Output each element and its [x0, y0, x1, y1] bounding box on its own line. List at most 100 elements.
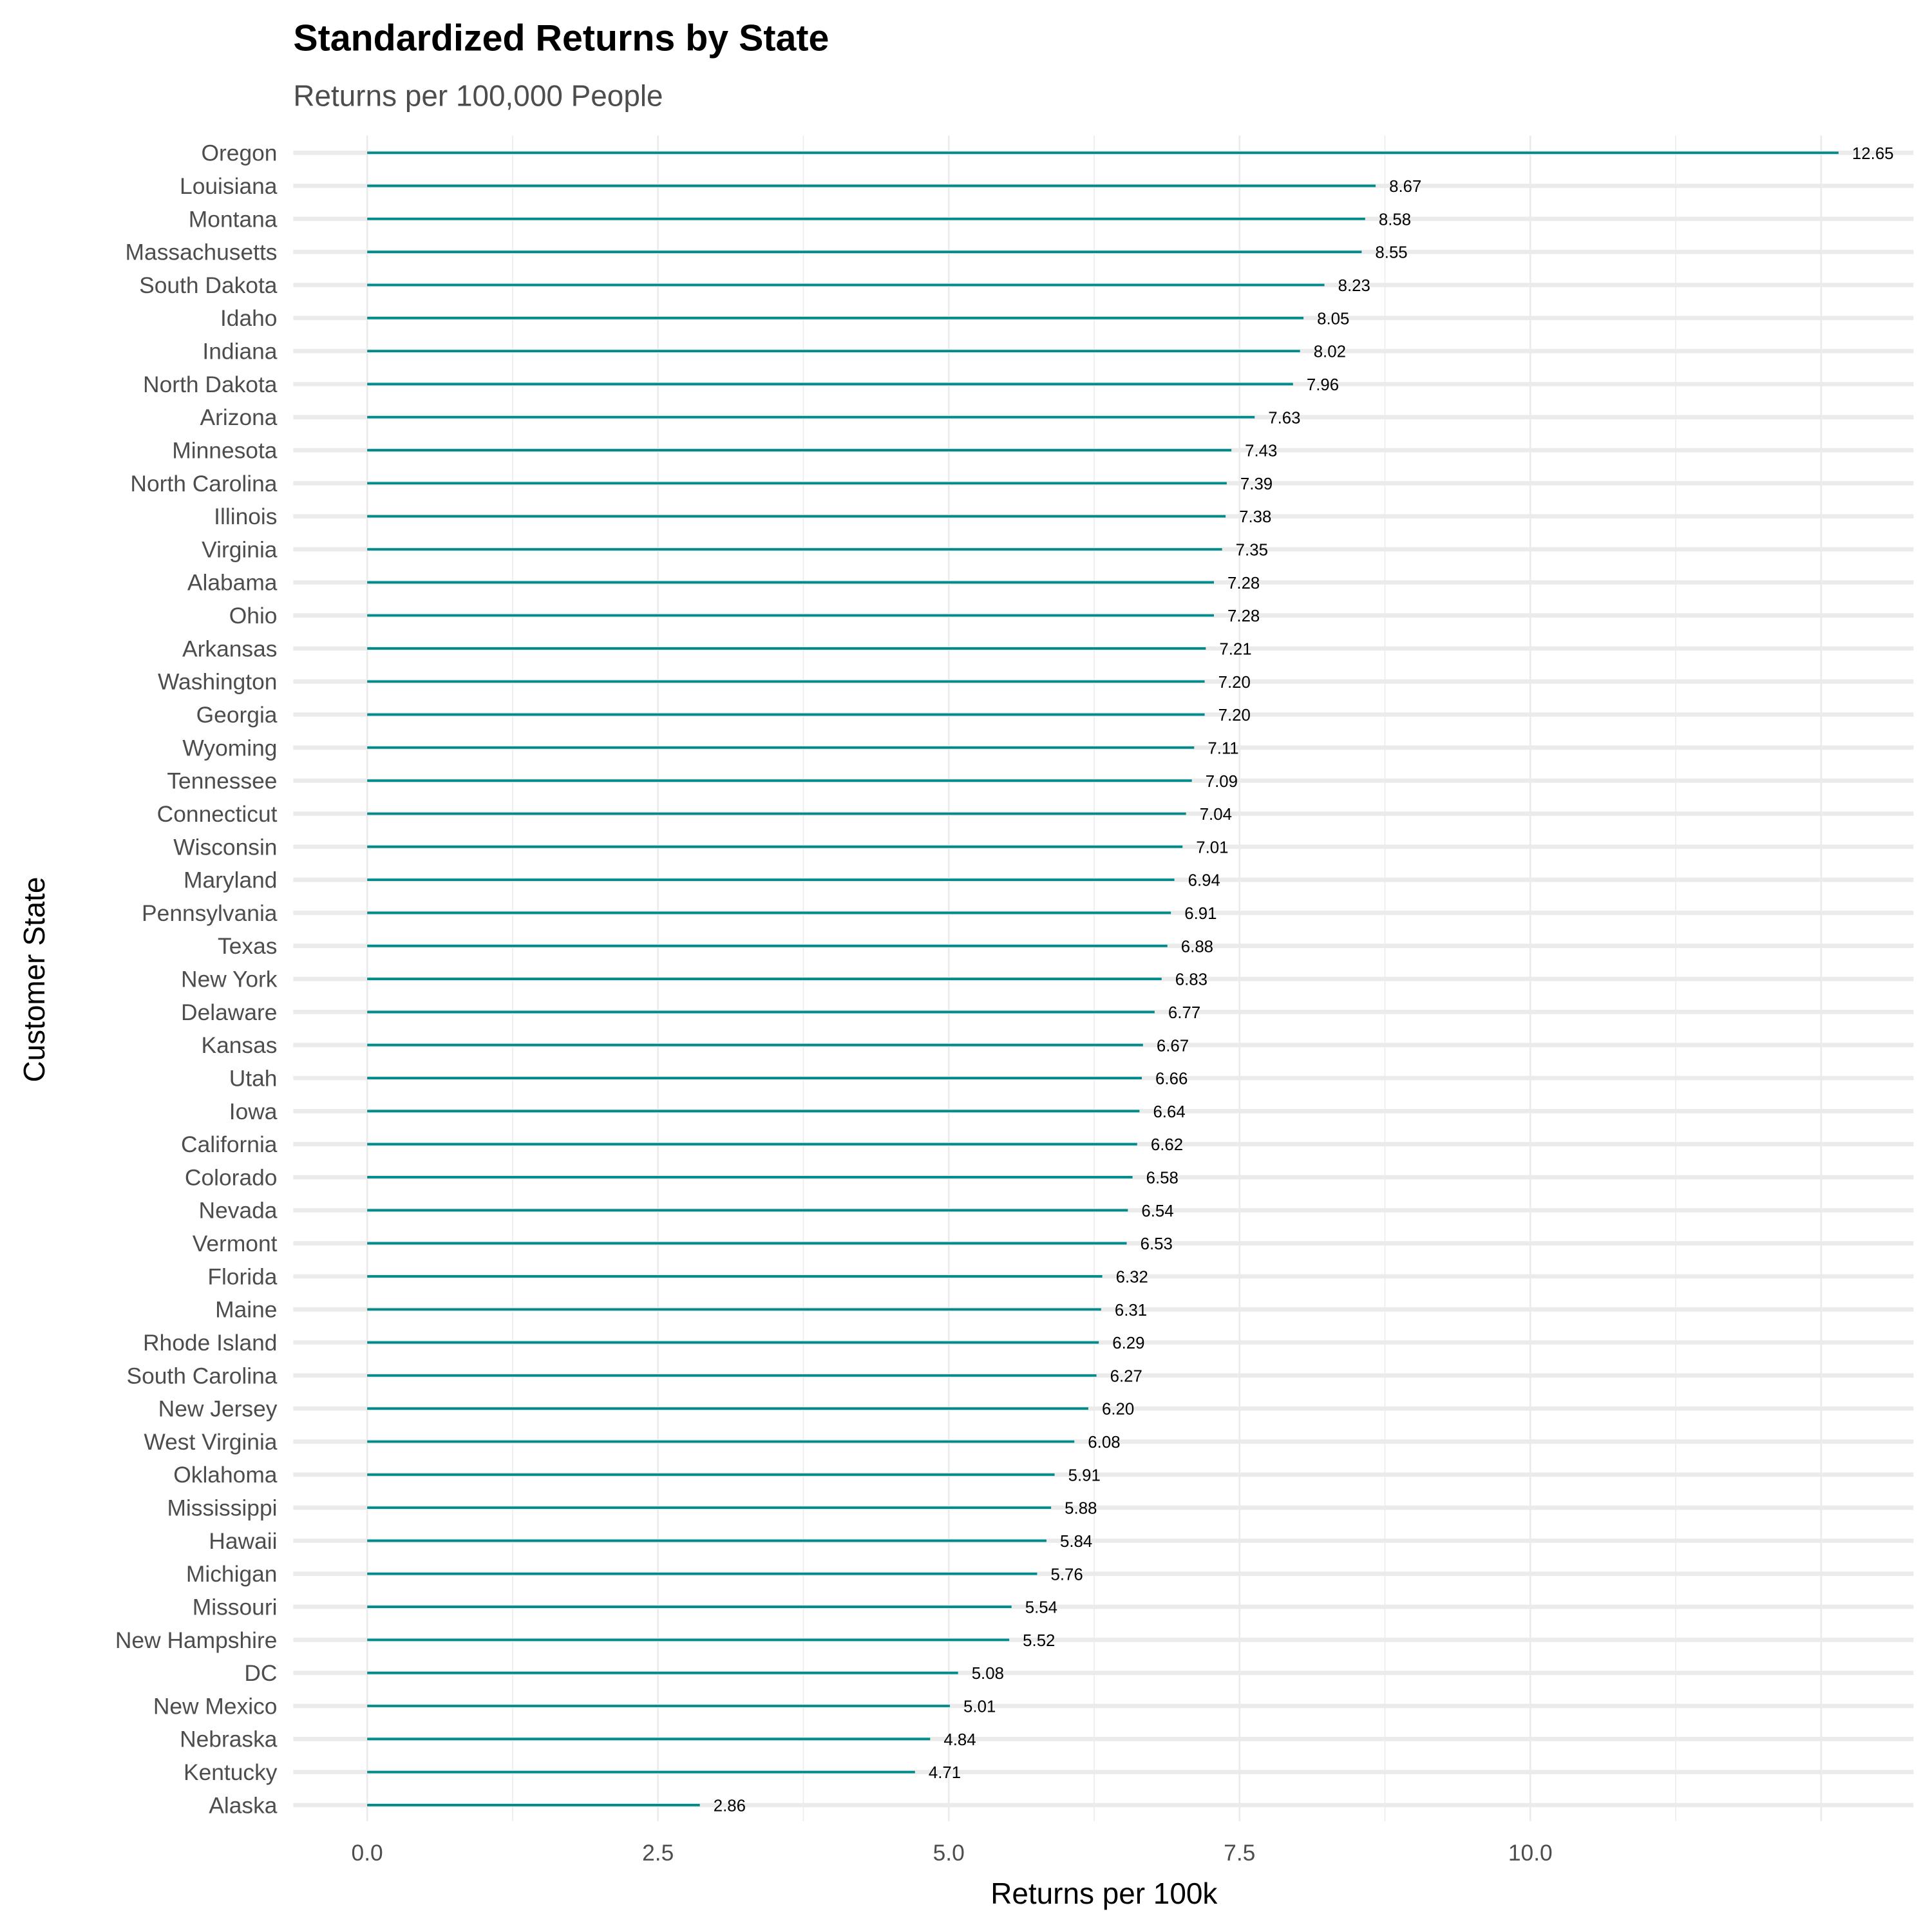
- y-tick-label: New Jersey: [158, 1397, 278, 1422]
- y-tick-label: Florida: [207, 1264, 277, 1289]
- y-tick-label: New York: [181, 967, 278, 992]
- y-tick-label: Connecticut: [157, 802, 278, 827]
- data-label: 5.01: [963, 1698, 996, 1716]
- data-label: 6.94: [1188, 872, 1220, 890]
- y-tick-label: Illinois: [214, 504, 277, 529]
- y-tick-labels: Oregon Louisiana Montana Massachusetts South…: [115, 141, 278, 1819]
- y-tick-label: Arizona: [200, 405, 278, 430]
- data-label: 6.20: [1102, 1401, 1134, 1419]
- y-tick-label: Kansas: [201, 1033, 277, 1058]
- data-label: 7.11: [1208, 739, 1238, 757]
- data-label: 7.20: [1218, 706, 1251, 724]
- x-tick-label: 2.5: [642, 1841, 674, 1866]
- data-label: 6.83: [1175, 971, 1208, 989]
- data-label: 6.08: [1088, 1434, 1120, 1452]
- data-label: 7.01: [1196, 838, 1228, 857]
- data-label: 7.38: [1239, 508, 1271, 526]
- y-tick-label: Iowa: [229, 1099, 278, 1124]
- data-label: 7.28: [1227, 607, 1260, 625]
- y-tick-label: West Virginia: [144, 1430, 277, 1455]
- y-tick-label: Georgia: [196, 703, 278, 728]
- data-label: 7.35: [1236, 542, 1268, 560]
- data-label: 6.53: [1141, 1235, 1173, 1253]
- y-tick-label: Michigan: [186, 1562, 278, 1587]
- data-label: 6.27: [1110, 1367, 1142, 1385]
- data-label: 8.05: [1317, 310, 1349, 328]
- data-label: 7.39: [1240, 475, 1273, 493]
- chart-subtitle: Returns per 100,000 People: [293, 79, 663, 113]
- data-label: 5.84: [1060, 1533, 1092, 1551]
- data-label: 5.54: [1025, 1599, 1057, 1617]
- data-label: 7.63: [1268, 409, 1300, 427]
- y-tick-label: Vermont: [193, 1231, 278, 1256]
- data-label: 4.84: [943, 1731, 976, 1749]
- data-label: 7.96: [1307, 376, 1339, 394]
- y-tick-label: Nevada: [199, 1198, 278, 1224]
- y-tick-label: New Hampshire: [115, 1628, 278, 1653]
- y-tick-label: Alabama: [187, 571, 278, 596]
- y-tick-label: Oklahoma: [173, 1463, 278, 1488]
- data-label: 7.04: [1200, 806, 1232, 824]
- y-tick-label: Texas: [218, 934, 277, 959]
- y-tick-label: Wisconsin: [173, 835, 277, 860]
- data-label: 7.43: [1245, 442, 1277, 460]
- data-label: 8.67: [1389, 178, 1421, 196]
- x-tick-label: 0.0: [352, 1841, 383, 1866]
- y-tick-label: Missouri: [193, 1595, 278, 1620]
- y-tick-label: South Dakota: [139, 273, 278, 298]
- y-tick-label: Pennsylvania: [142, 901, 278, 926]
- y-tick-label: Massachusetts: [126, 240, 278, 265]
- x-tick-labels: 0.0 2.5 5.0 7.5 10.0: [352, 1841, 1553, 1866]
- y-tick-label: California: [181, 1132, 278, 1157]
- y-axis-label: Customer State: [17, 877, 51, 1083]
- data-label: 7.21: [1219, 641, 1251, 659]
- data-label: 12.65: [1852, 145, 1894, 163]
- data-label: 6.54: [1141, 1202, 1173, 1220]
- data-label: 6.66: [1155, 1070, 1188, 1088]
- y-tick-label: Maine: [215, 1298, 277, 1323]
- y-tick-label: Nebraska: [180, 1727, 278, 1752]
- data-label: 7.09: [1206, 773, 1238, 791]
- y-tick-label: DC: [244, 1661, 277, 1686]
- x-axis-label: Returns per 100k: [990, 1877, 1218, 1910]
- data-label: 6.88: [1181, 938, 1213, 956]
- y-tick-label: Idaho: [220, 306, 278, 331]
- data-label: 6.77: [1168, 1004, 1200, 1022]
- data-label: 5.08: [972, 1665, 1004, 1683]
- y-tick-label: North Carolina: [130, 471, 277, 497]
- data-label: 7.20: [1218, 674, 1251, 692]
- data-label: 6.62: [1151, 1136, 1183, 1154]
- data-label: 5.88: [1065, 1500, 1097, 1518]
- y-tick-label: Wyoming: [182, 735, 277, 761]
- y-tick-label: South Carolina: [126, 1363, 277, 1388]
- data-label: 6.31: [1115, 1302, 1147, 1320]
- data-label: 5.91: [1068, 1466, 1101, 1484]
- y-tick-label: Hawaii: [209, 1529, 277, 1554]
- y-tick-label: New Mexico: [153, 1694, 278, 1719]
- y-tick-label: North Dakota: [143, 372, 278, 397]
- data-label: 7.28: [1227, 574, 1260, 592]
- x-tick-label: 7.5: [1224, 1841, 1255, 1866]
- bars: 12.65 8.67 8.58 8.55 8.23 8.05 8.02 7.96 7.63 7.4…: [367, 145, 1894, 1815]
- data-label: 6.29: [1112, 1334, 1144, 1352]
- data-label: 5.76: [1051, 1566, 1083, 1584]
- data-label: 8.02: [1314, 343, 1346, 361]
- y-tick-label: Colorado: [185, 1165, 278, 1190]
- data-label: 6.64: [1153, 1103, 1185, 1121]
- y-tick-label: Louisiana: [180, 174, 278, 199]
- y-tick-label: Mississippi: [167, 1496, 277, 1521]
- data-label: 2.86: [714, 1797, 746, 1815]
- x-tick-label: 10.0: [1508, 1841, 1553, 1866]
- y-tick-label: Delaware: [181, 1000, 277, 1025]
- y-tick-label: Indiana: [202, 339, 277, 365]
- data-label: 8.23: [1338, 277, 1370, 295]
- y-tick-label: Virginia: [202, 537, 278, 562]
- y-tick-label: Maryland: [184, 868, 278, 893]
- data-label: 6.67: [1157, 1037, 1189, 1055]
- data-label: 6.32: [1116, 1268, 1148, 1286]
- data-label: 8.55: [1375, 244, 1407, 262]
- y-tick-label: Tennessee: [167, 769, 277, 794]
- y-tick-label: Kentucky: [184, 1760, 278, 1785]
